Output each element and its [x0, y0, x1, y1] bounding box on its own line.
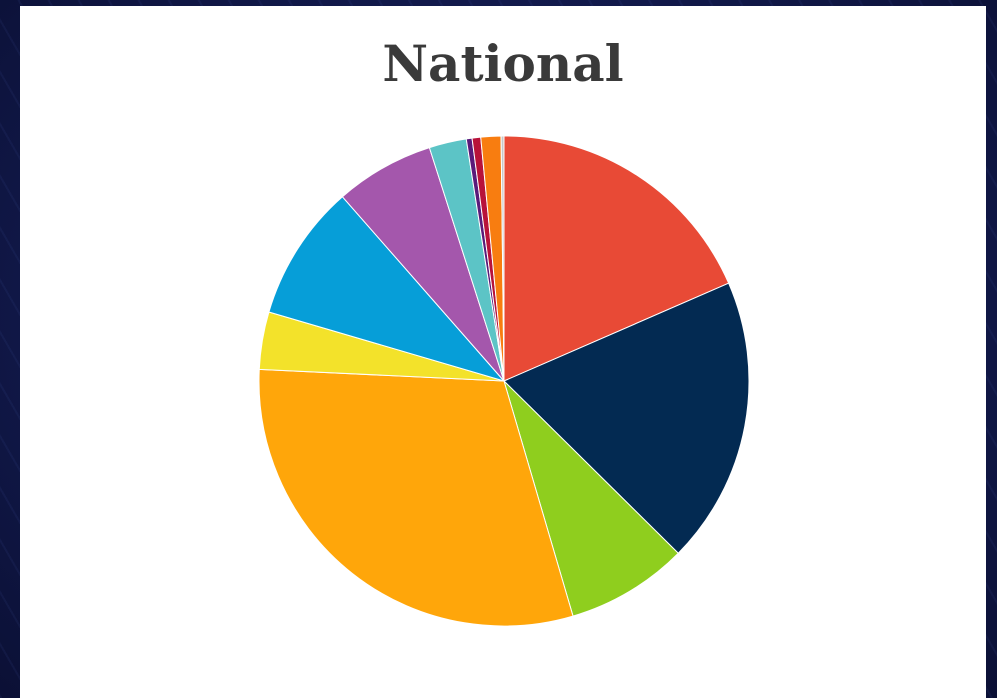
chart-card: National [20, 6, 986, 698]
pie-chart [258, 135, 750, 627]
pie-slice-2 [503, 282, 750, 554]
pie-slice-4 [258, 368, 574, 627]
pie-slice-6 [268, 196, 506, 382]
chart-title: National [382, 34, 624, 93]
pie-slice-12 [500, 135, 505, 382]
pie-slice-1 [503, 135, 730, 382]
pie-slice-3 [502, 379, 679, 617]
